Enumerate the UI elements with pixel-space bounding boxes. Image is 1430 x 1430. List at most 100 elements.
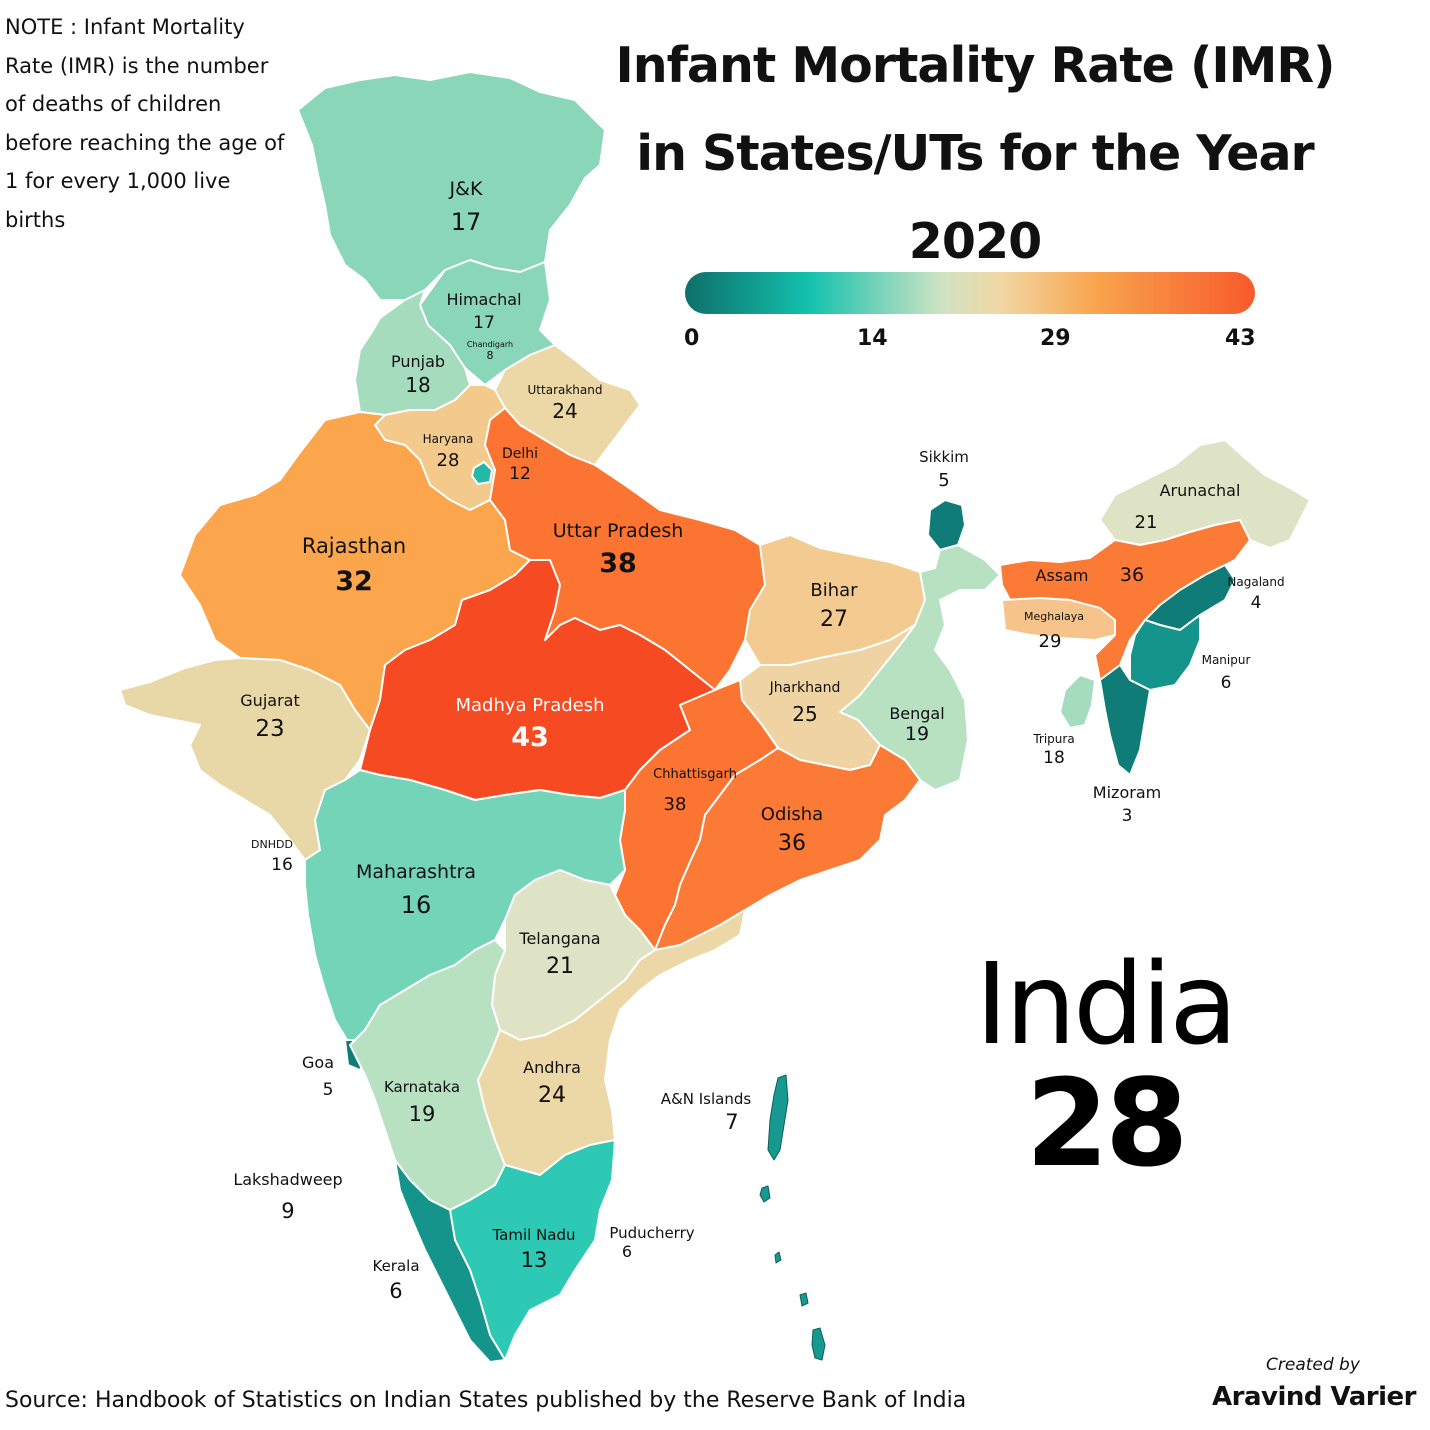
label-gujarat: Gujarat 23 (240, 691, 299, 742)
label-bihar-name: Bihar (810, 580, 858, 601)
label-kerala-value: 6 (389, 1279, 403, 1303)
label-telangana: Telangana 21 (519, 929, 600, 979)
legend-tick-29: 29 (1040, 326, 1071, 351)
title-line-3: 2020 (908, 213, 1042, 270)
legend-tick-43: 43 (1225, 326, 1256, 351)
label-karnataka: Karnataka 19 (384, 1078, 460, 1126)
label-kerala: Kerala 6 (372, 1257, 419, 1303)
label-nagaland-name: Nagaland (1227, 575, 1285, 589)
label-chhattisgarh-name: Chhattisgarh (653, 767, 737, 782)
label-bengal-name: Bengal (889, 704, 945, 723)
label-assam-name: Assam (1035, 566, 1089, 585)
region-tripura[interactable] (1059, 674, 1096, 729)
label-punjab-value: 18 (405, 373, 431, 397)
label-sikkim-name: Sikkim (919, 448, 969, 466)
label-goa: Goa 5 (302, 1053, 334, 1100)
label-himachal-value: 17 (473, 313, 495, 333)
region-an-islands[interactable] (759, 1074, 826, 1361)
label-jharkhand: Jharkhand 25 (770, 680, 841, 726)
label-haryana: Haryana 28 (423, 432, 474, 471)
label-mp: Madhya Pradesh 43 (455, 695, 604, 753)
label-tamil-nadu-value: 13 (520, 1248, 548, 1272)
region-sikkim[interactable] (927, 499, 966, 551)
label-bihar: Bihar 27 (810, 580, 857, 632)
label-arunachal: Arunachal (1160, 481, 1241, 500)
label-an-islands-value: 7 (725, 1110, 739, 1134)
label-sikkim: Sikkim 5 (919, 448, 969, 491)
label-delhi-name: Delhi (501, 446, 539, 462)
label-lakshadweep: Lakshadweep 9 (233, 1170, 342, 1223)
label-chhattisgarh-value: 38 (663, 794, 687, 815)
label-delhi: Delhi 12 (502, 446, 538, 484)
label-rajasthan-value: 32 (335, 566, 373, 597)
label-chandigarh-value: 8 (486, 349, 494, 362)
map-title: Infant Mortality Rate (IMR) in States/UT… (600, 22, 1350, 286)
note-text: NOTE : Infant Mortality Rate (IMR) is th… (5, 15, 285, 232)
label-dnhdd: DNHDD 16 (251, 838, 293, 875)
label-maharashtra-name: Maharashtra (355, 861, 477, 883)
label-uttarakhand: Uttarakhand 24 (528, 383, 603, 423)
label-maharashtra-value: 16 (400, 891, 432, 919)
label-dnhdd-value: 16 (271, 855, 293, 875)
label-sikkim-value: 5 (938, 470, 950, 491)
label-an-islands-name: A&N Islands (660, 1090, 752, 1108)
label-odisha: Odisha 36 (761, 804, 823, 856)
label-puducherry-value: 6 (621, 1242, 633, 1261)
label-mizoram: Mizoram 3 (1093, 783, 1161, 826)
label-goa-value: 5 (322, 1080, 334, 1100)
label-mizoram-name: Mizoram (1092, 783, 1162, 802)
label-bengal: Bengal 19 (889, 704, 944, 745)
region-delhi[interactable] (471, 461, 493, 485)
label-andhra-name: Andhra (523, 1058, 581, 1077)
region-odisha[interactable] (654, 744, 921, 951)
label-assam-value: 36 (1119, 564, 1145, 586)
label-jharkhand-value: 25 (792, 702, 818, 726)
title-line-1: Infant Mortality Rate (IMR) (615, 37, 1336, 94)
label-up: Uttar Pradesh 38 (553, 520, 684, 579)
label-arunachal-value: 21 (1134, 512, 1158, 533)
region-mizoram[interactable] (1099, 664, 1151, 776)
label-tamil-nadu: Tamil Nadu 13 (492, 1226, 575, 1272)
label-meghalaya-name: Meghalaya (1023, 610, 1085, 623)
source-text: Source: Handbook of Statistics on Indian… (5, 1388, 967, 1413)
label-gujarat-name: Gujarat (240, 691, 300, 710)
label-up-name: Uttar Pradesh (552, 520, 684, 542)
credit-author: Aravind Varier (1212, 1382, 1416, 1412)
label-up-value: 38 (599, 548, 637, 579)
label-telangana-name: Telangana (519, 929, 601, 948)
label-haryana-name: Haryana (422, 432, 474, 446)
national-value: 28 (1025, 1055, 1189, 1194)
label-puducherry-name: Puducherry (609, 1224, 695, 1242)
label-mp-value: 43 (511, 722, 549, 753)
label-dnhdd-name: DNHDD (251, 838, 293, 851)
label-andhra-value: 24 (537, 1083, 566, 1108)
label-gujarat-value: 23 (255, 716, 285, 742)
label-goa-name: Goa (302, 1053, 334, 1072)
label-meghalaya-value: 29 (1038, 631, 1062, 652)
region-meghalaya[interactable] (1001, 597, 1116, 641)
label-manipur-name: Manipur (1201, 653, 1251, 667)
label-lakshadweep-name: Lakshadweep (233, 1170, 343, 1189)
label-telangana-value: 21 (545, 954, 574, 979)
label-chandigarh-name: Chandigarh (466, 340, 514, 349)
label-jk-name: J&K (449, 178, 483, 200)
label-punjab-name: Punjab (390, 352, 446, 371)
label-jk-value: 17 (450, 208, 482, 236)
label-uttarakhand-value: 24 (552, 399, 578, 423)
label-nagaland: Nagaland 4 (1227, 575, 1284, 613)
label-karnataka-value: 19 (408, 1102, 436, 1126)
national-average: India 28 (975, 945, 1238, 1194)
region-manipur[interactable] (1129, 614, 1201, 691)
region-kerala[interactable] (394, 1159, 506, 1363)
label-chhattisgarh: Chhattisgarh 38 (653, 767, 737, 815)
label-rajasthan: Rajasthan 32 (302, 534, 406, 597)
label-nagaland-value: 4 (1250, 593, 1262, 613)
label-maharashtra: Maharashtra 16 (356, 861, 476, 919)
label-tripura-name: Tripura (1033, 732, 1075, 746)
label-manipur: Manipur 6 (1202, 653, 1251, 693)
label-bengal-value: 19 (904, 723, 930, 745)
label-himachal: Himachal 17 (446, 290, 521, 333)
label-tripura: Tripura 18 (1033, 732, 1074, 768)
label-chandigarh: Chandigarh 8 (467, 340, 513, 362)
